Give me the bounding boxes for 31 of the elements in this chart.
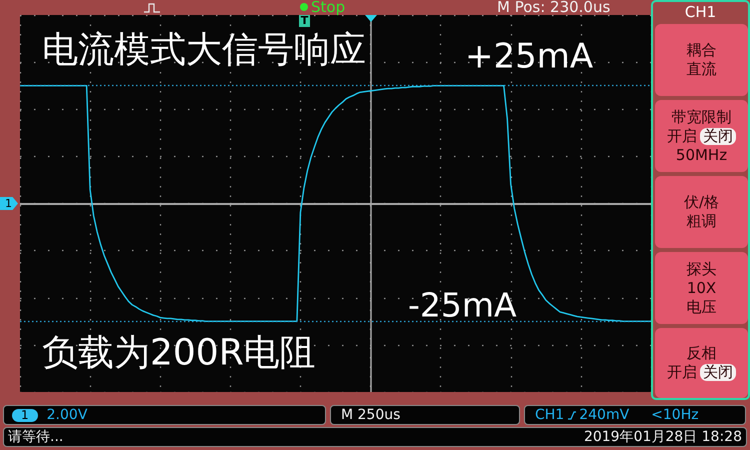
ref-line-label: +25mA <box>465 36 594 77</box>
text: 粗调 <box>686 212 716 231</box>
annotation: M Pos: 230.0us <box>497 0 610 16</box>
text: 1 <box>12 408 38 422</box>
annotation: T <box>299 14 310 27</box>
text: 50MHz <box>676 146 728 164</box>
text: 探头 <box>686 260 716 278</box>
chart-title: 电流模式大信号响应 <box>42 30 366 70</box>
text: CH1 <box>535 407 564 423</box>
text: 伏/格 <box>684 193 720 212</box>
annotation: 负载为200R电阻 <box>42 332 316 374</box>
text: CH1 <box>684 3 716 21</box>
text: M 250us <box>341 407 400 423</box>
text: 关闭 <box>700 126 736 144</box>
text: 耦合 <box>686 41 716 60</box>
text: <10Hz <box>651 407 699 423</box>
text: 开启 <box>667 126 697 146</box>
text: 直流 <box>686 60 716 79</box>
text: 带宽限制 <box>672 108 732 126</box>
text: 10X <box>686 278 716 298</box>
text: 240mV <box>579 407 630 423</box>
text: 开启 <box>667 363 697 382</box>
ref-line-label: -25mA <box>408 285 518 324</box>
text: 反相 <box>686 344 716 363</box>
annotation: Stop <box>311 0 346 16</box>
text: 2019年01月28日 18:28 <box>584 428 742 446</box>
text: 1 <box>0 197 18 210</box>
text: 2.00V <box>46 407 88 423</box>
text: 关闭 <box>700 363 736 381</box>
text: 请等待... <box>8 428 64 446</box>
text: 电压 <box>686 298 716 316</box>
